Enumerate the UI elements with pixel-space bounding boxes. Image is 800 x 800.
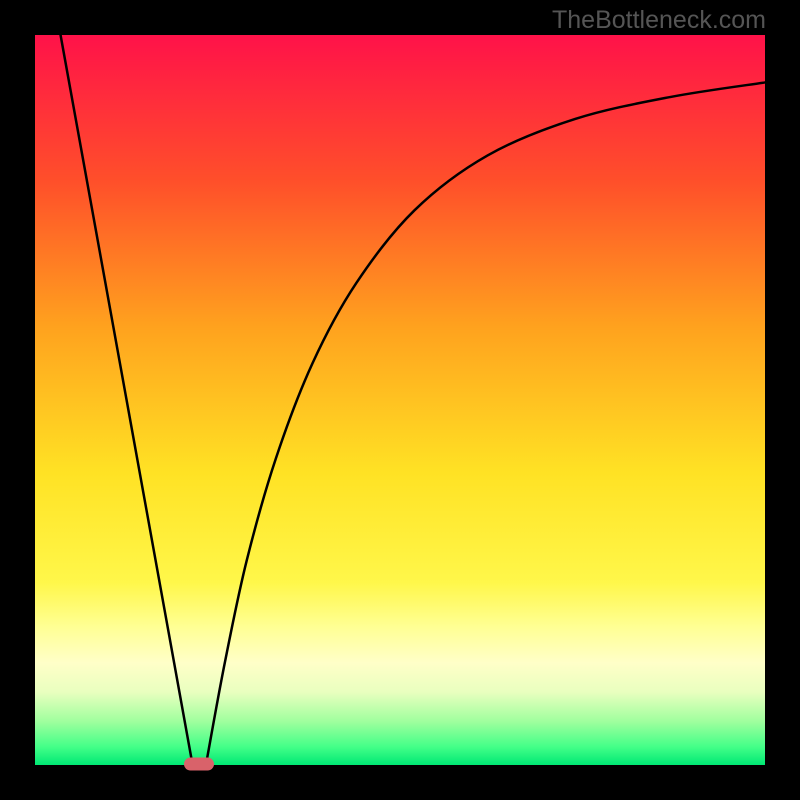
chart-frame: TheBottleneck.com [0, 0, 800, 800]
curve-path [61, 35, 765, 761]
optimal-point-marker [184, 757, 214, 770]
bottleneck-curve [0, 0, 800, 800]
watermark-text: TheBottleneck.com [552, 6, 766, 35]
